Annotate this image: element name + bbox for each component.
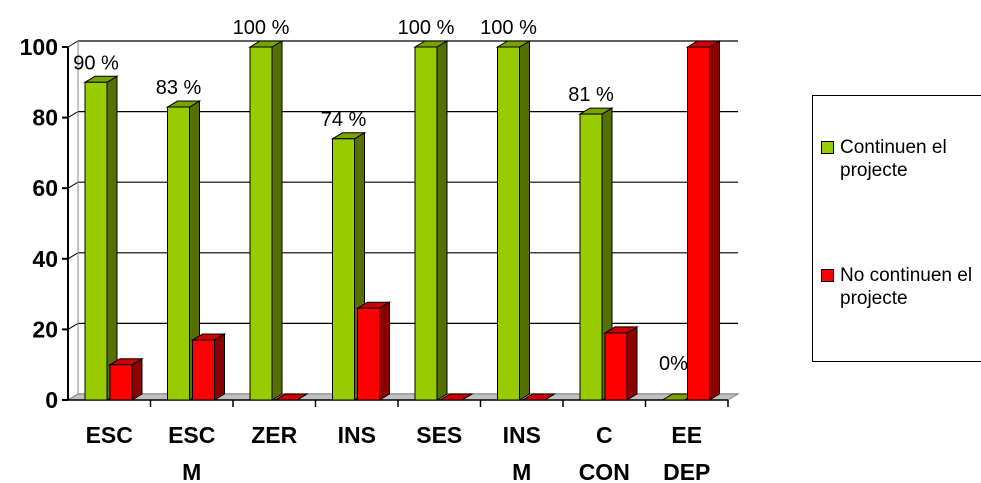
data-label: 90 %	[73, 52, 119, 74]
gridline-diagonal	[67, 111, 79, 119]
data-label: 100 %	[233, 17, 290, 39]
y-tick-label: 0	[45, 387, 58, 413]
gridline-diagonal	[67, 40, 79, 48]
bar-no-continuen-top	[520, 393, 557, 401]
y-tick-label: 20	[32, 316, 58, 342]
data-label: 81 %	[568, 84, 614, 106]
x-tick-label: ESC	[86, 422, 133, 448]
bar-continuen	[332, 138, 355, 401]
x-tick-label: CON	[579, 459, 630, 483]
bar-continuen	[167, 106, 190, 401]
bar-no-continuen	[687, 46, 710, 401]
bar-continuen	[497, 46, 520, 401]
x-tick-label: INS	[338, 422, 376, 448]
bar-no-continuen-top	[438, 393, 474, 401]
bar-no-continuen	[357, 307, 380, 401]
data-label: 74 %	[321, 109, 367, 131]
y-tick-label: 100	[20, 34, 58, 60]
data-label: 83 %	[156, 77, 202, 99]
bar-no-continuen-side	[131, 357, 143, 401]
bar-continuen-side	[106, 75, 118, 401]
x-tick-label: ESC	[168, 422, 215, 448]
bar-continuen-side	[519, 40, 530, 401]
data-label: 100 %	[398, 17, 455, 39]
data-label: 0%	[659, 353, 688, 375]
x-tick-label: DEP	[663, 459, 710, 483]
y-tick-label: 60	[32, 175, 58, 201]
bar-continuen-side	[271, 40, 283, 401]
bar-no-continuen-side	[379, 301, 390, 401]
data-label: 100 %	[480, 17, 537, 39]
x-tick-label: SES	[416, 422, 462, 448]
y-tick-label: 40	[32, 246, 58, 272]
bar-continuen	[249, 46, 273, 401]
x-tick-label: M	[512, 459, 531, 483]
gridline-diagonal	[67, 181, 79, 189]
bar-no-continuen	[192, 339, 215, 401]
bar-no-continuen-top	[273, 393, 309, 401]
gridline-diagonal	[67, 252, 79, 260]
x-tick-label: ZER	[251, 422, 297, 448]
legend-swatch-no-continuen	[821, 269, 834, 282]
y-tick-label: 80	[32, 105, 58, 131]
bar-continuen	[579, 113, 603, 401]
bar-continuen	[414, 46, 438, 401]
gridline-diagonal	[67, 322, 79, 330]
bar-no-continuen-side	[626, 326, 638, 401]
legend-item-continuen: Continuen el projecte	[821, 136, 981, 182]
x-tick-label: C	[596, 422, 613, 448]
x-tick-label: M	[182, 459, 201, 483]
legend-label-no-continuen: No continuen el projecte	[840, 265, 973, 309]
bar-continuen-side	[436, 40, 448, 401]
bar-no-continuen	[109, 364, 133, 401]
legend-item-no-continuen: No continuen el projecte	[821, 264, 981, 310]
legend-label-continuen: Continuen el projecte	[840, 137, 947, 181]
bar-no-continuen-side	[214, 333, 225, 401]
bar-continuen	[84, 81, 108, 401]
bar-no-continuen-side	[709, 40, 720, 401]
x-tick-label: INS	[503, 422, 541, 448]
legend: Continuen el projecte No continuen el pr…	[812, 95, 981, 362]
bar-no-continuen	[604, 332, 628, 401]
x-tick-label: EE	[671, 422, 702, 448]
legend-swatch-continuen	[821, 141, 834, 154]
